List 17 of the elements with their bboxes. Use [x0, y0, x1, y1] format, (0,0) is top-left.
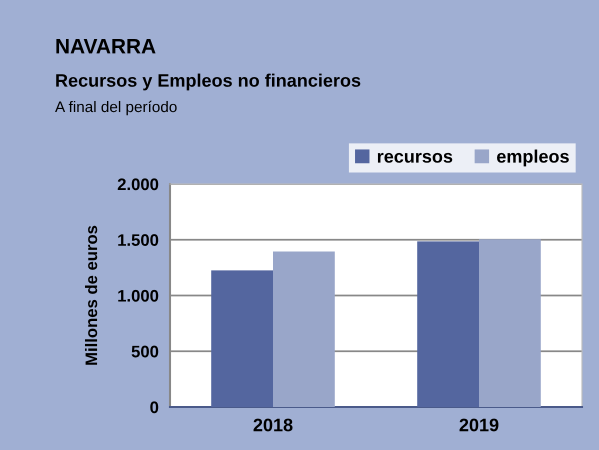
chart-title: NAVARRA: [56, 39, 156, 54]
bar: [479, 239, 541, 407]
y-tick-label: 500: [132, 346, 158, 358]
bar: [417, 241, 479, 407]
y-axis-title: Millones de euros: [84, 226, 98, 365]
x-tick-label: 2018: [254, 418, 293, 432]
x-tick-label: 2019: [460, 418, 498, 432]
y-tick-label: 2.000: [118, 178, 158, 190]
legend-label: recursos: [378, 152, 452, 163]
chart-subtitle: Recursos y Empleos no financieros: [56, 74, 360, 90]
legend-label: empleos: [497, 150, 569, 166]
y-tick-label: 1.500: [118, 234, 158, 246]
y-tick-label: 1.000: [118, 290, 158, 302]
bar: [211, 270, 273, 407]
text: A final del período: [55, 100, 177, 116]
bar: [273, 251, 335, 407]
y-tick-label: 0: [150, 401, 158, 414]
